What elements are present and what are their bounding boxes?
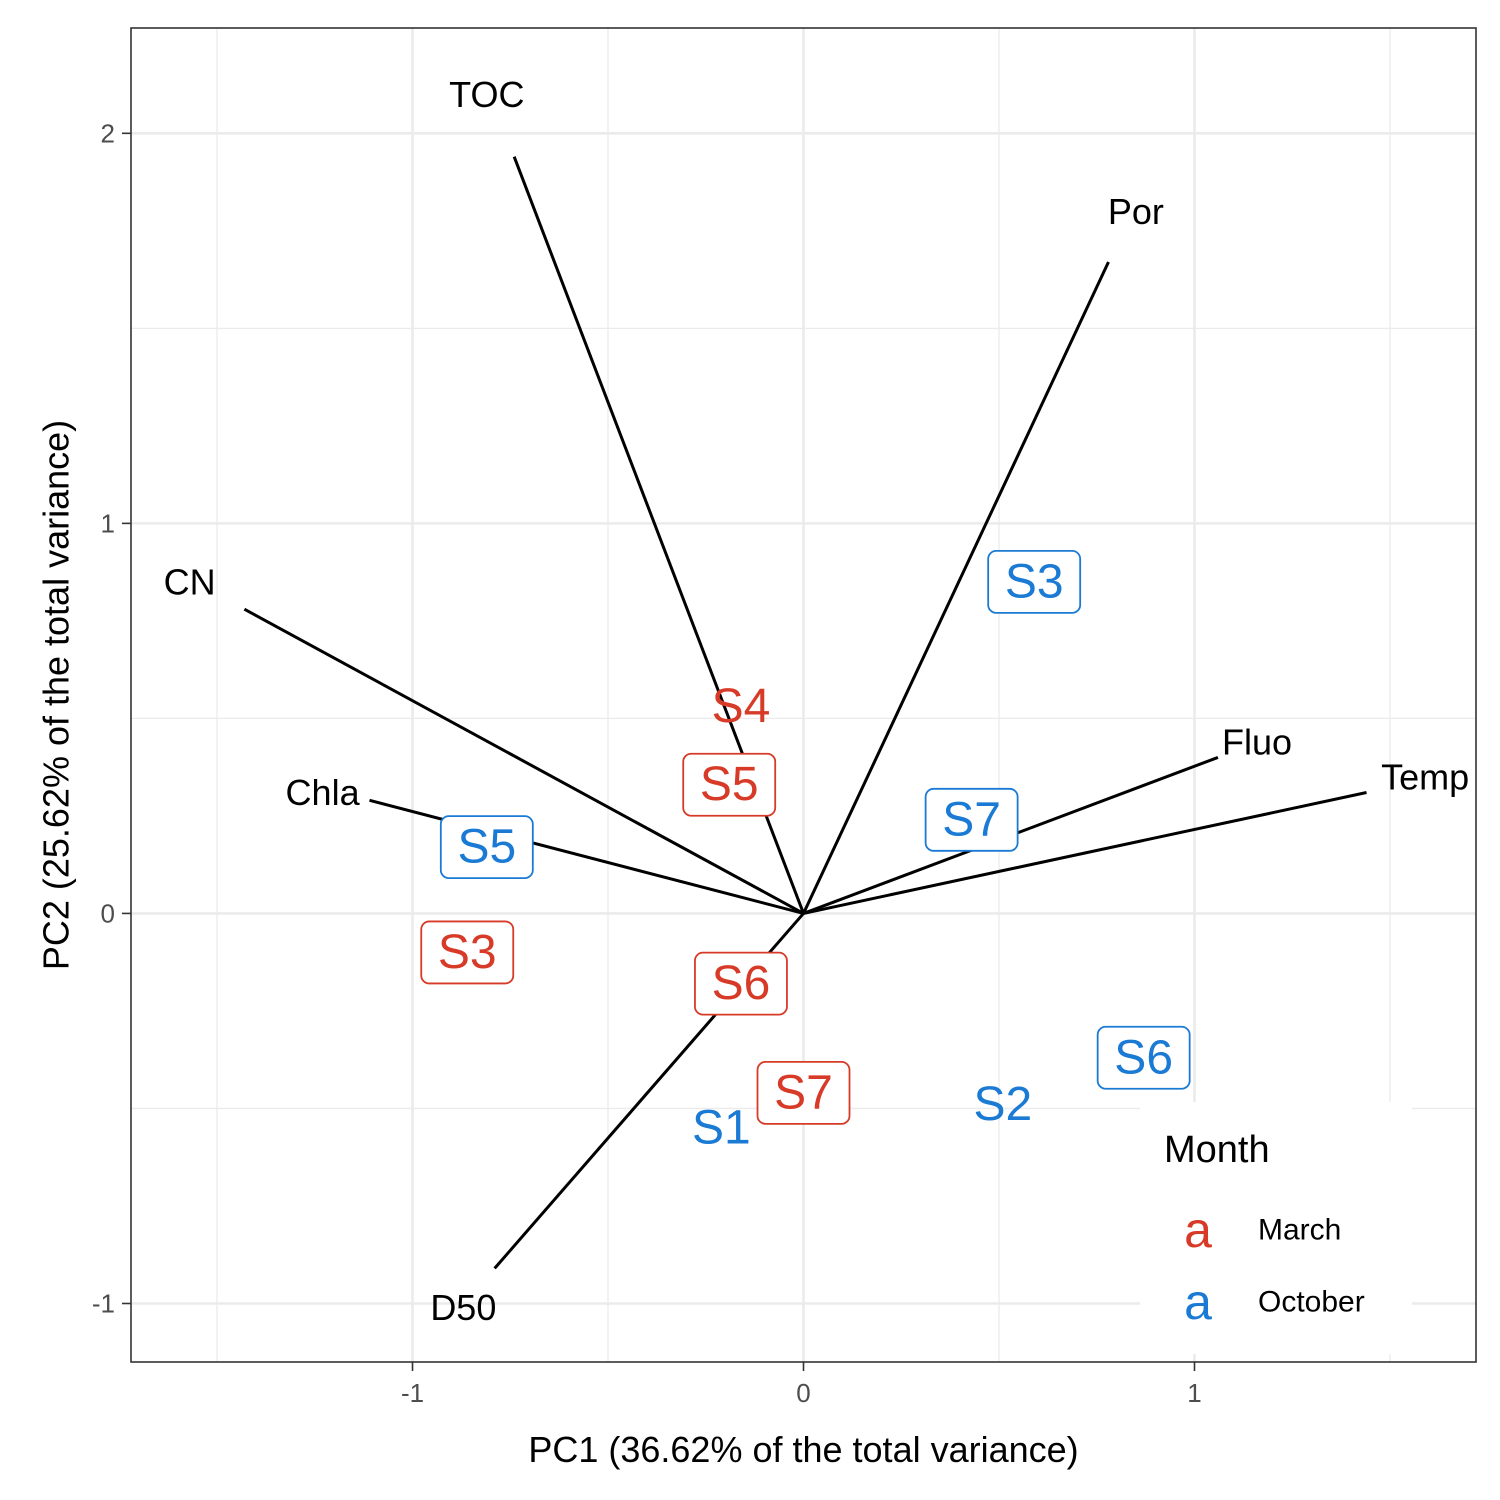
axes: -1 0 1 -1 0 1 2	[92, 118, 1202, 1408]
legend-label: October	[1258, 1286, 1365, 1319]
loading-label-temp: Temp	[1381, 756, 1469, 797]
sample-point-october-s2: S2	[974, 1078, 1033, 1131]
loading-label-fluo: Fluo	[1222, 721, 1292, 762]
loading-label-toc: TOC	[449, 74, 524, 115]
sample-point-march-s6: S6	[694, 951, 788, 1016]
sample-label-box	[694, 951, 788, 1016]
x-tick-label: 1	[1187, 1378, 1201, 1408]
sample-point-october-s6: S6	[1096, 1025, 1191, 1090]
sample-label-box	[924, 787, 1019, 852]
sample-label-text: S6	[712, 957, 771, 1010]
loading-arrow-temp	[803, 791, 1367, 915]
sample-label-box	[682, 752, 777, 817]
y-tick-label: 2	[101, 118, 115, 148]
legend: Month a March a October	[1140, 1102, 1412, 1354]
sample-label-box	[987, 549, 1082, 614]
x-tick-label: 0	[796, 1378, 810, 1408]
sample-labels: S4 S5 S3 S6 S7 S3 S7 S5 S6 S2 S1	[420, 549, 1191, 1154]
y-tick-label: 1	[101, 508, 115, 538]
loading-label-cn: CN	[164, 561, 216, 602]
x-tick-label: -1	[401, 1378, 424, 1408]
sample-point-march-s5: S5	[682, 752, 777, 817]
legend-entries: a March a October	[1184, 1202, 1365, 1330]
legend-key: a	[1184, 1274, 1212, 1330]
loading-label-d50: D50	[430, 1287, 496, 1328]
sample-label-text: S7	[774, 1066, 833, 1119]
sample-label-text: S6	[1114, 1031, 1173, 1084]
legend-background	[1140, 1102, 1412, 1354]
sample-label-box	[439, 815, 534, 880]
sample-label-box	[1096, 1025, 1191, 1090]
x-axis-title: PC1 (36.62% of the total variance)	[528, 1429, 1078, 1470]
loading-label-chla: Chla	[286, 772, 361, 813]
sample-point-march-s7: S7	[756, 1060, 851, 1125]
legend-label: March	[1258, 1214, 1341, 1247]
sample-point-october-s3: S3	[987, 549, 1082, 614]
sample-label-text: S2	[974, 1078, 1033, 1131]
loading-arrow-por	[802, 261, 1110, 915]
y-tick-label: -1	[92, 1288, 115, 1318]
legend-title: Month	[1164, 1129, 1270, 1171]
sample-label-text: S3	[1005, 555, 1064, 608]
legend-key: a	[1184, 1202, 1212, 1258]
sample-label-text: S1	[692, 1101, 751, 1154]
sample-label-text: S4	[712, 680, 771, 733]
sample-label-text: S5	[457, 821, 516, 874]
sample-label-text: S3	[438, 926, 497, 979]
legend-entry-march: a March	[1184, 1202, 1341, 1258]
sample-label-text: S5	[700, 758, 759, 811]
sample-point-march-s4: S4	[712, 680, 771, 733]
loading-label-por: Por	[1108, 191, 1164, 232]
sample-point-october-s7: S7	[924, 787, 1019, 852]
sample-label-box	[756, 1060, 851, 1125]
y-tick-label: 0	[101, 898, 115, 928]
sample-point-march-s3: S3	[420, 920, 515, 985]
sample-label-text: S7	[942, 793, 1001, 846]
sample-point-october-s1: S1	[692, 1101, 751, 1154]
y-axis-title: PC2 (25.62% of the total variance)	[36, 420, 77, 970]
loading-arrow-cn	[243, 607, 805, 915]
sample-point-october-s5: S5	[439, 815, 534, 880]
legend-entry-october: a October	[1184, 1274, 1365, 1330]
sample-label-box	[420, 920, 515, 985]
